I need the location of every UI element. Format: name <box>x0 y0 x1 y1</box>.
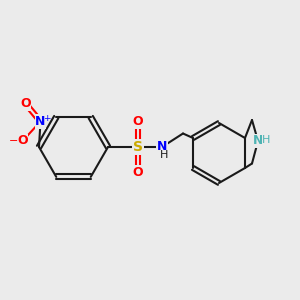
Text: +: + <box>44 114 51 123</box>
Text: O: O <box>17 134 28 148</box>
Text: S: S <box>133 140 143 154</box>
Text: −: − <box>9 136 18 146</box>
Text: O: O <box>20 97 31 110</box>
Text: N: N <box>157 140 167 154</box>
Text: O: O <box>133 115 143 128</box>
Text: N: N <box>253 134 263 148</box>
Text: O: O <box>133 166 143 179</box>
Text: H: H <box>262 135 271 146</box>
Text: H: H <box>160 150 168 161</box>
Text: N: N <box>35 115 46 128</box>
